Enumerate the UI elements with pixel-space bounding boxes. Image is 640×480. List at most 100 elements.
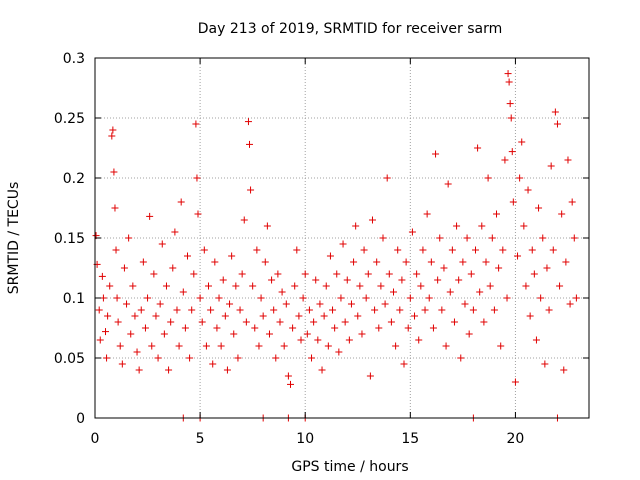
data-point	[350, 258, 358, 266]
data-point	[188, 306, 196, 314]
data-point	[240, 216, 248, 224]
data-point	[282, 300, 290, 308]
data-point	[108, 132, 116, 140]
data-point	[127, 330, 135, 338]
data-point	[572, 294, 580, 302]
data-point	[244, 118, 252, 126]
data-point	[398, 276, 406, 284]
data-point	[505, 78, 513, 86]
data-point	[177, 198, 185, 206]
data-point	[322, 282, 330, 290]
data-point	[205, 282, 213, 290]
data-point	[104, 312, 112, 320]
data-point	[312, 276, 320, 284]
data-point	[381, 300, 389, 308]
data-point	[183, 252, 191, 260]
data-point	[301, 270, 309, 278]
data-point	[192, 120, 200, 128]
data-point	[190, 270, 198, 278]
data-point	[284, 372, 292, 380]
data-point	[171, 228, 179, 236]
data-point	[339, 240, 347, 248]
data-point	[133, 348, 141, 356]
data-point	[356, 282, 364, 290]
data-point	[564, 156, 572, 164]
data-point	[198, 318, 206, 326]
data-point	[508, 148, 516, 156]
data-point	[274, 270, 282, 278]
data-point	[385, 270, 393, 278]
data-point	[556, 282, 564, 290]
data-point	[303, 330, 311, 338]
data-point	[331, 324, 339, 332]
data-point	[549, 246, 557, 254]
data-point	[366, 372, 374, 380]
data-point	[417, 282, 425, 290]
data-point	[135, 366, 143, 374]
data-point	[541, 360, 549, 368]
data-point	[213, 324, 221, 332]
y-tick-label: 0.1	[63, 291, 85, 307]
data-point	[442, 342, 450, 350]
data-point	[518, 138, 526, 146]
data-point	[562, 258, 570, 266]
data-point	[495, 264, 503, 272]
data-point	[419, 246, 427, 254]
data-point	[202, 342, 210, 350]
data-point	[383, 174, 391, 182]
data-point	[320, 312, 328, 320]
data-point	[545, 306, 553, 314]
x-tick-label: 20	[507, 431, 525, 447]
data-point	[352, 222, 360, 230]
data-point	[295, 312, 303, 320]
data-point	[123, 300, 131, 308]
data-point	[511, 378, 519, 386]
data-point	[146, 212, 154, 220]
data-point	[501, 156, 509, 164]
data-point	[493, 210, 501, 218]
data-point	[181, 324, 189, 332]
axis-ticks: 0 5 10 15 20 0 0.05 0.1 0.15 0.2 0.25 0.3	[54, 51, 589, 447]
data-point	[113, 294, 121, 302]
data-point	[471, 246, 479, 254]
data-point	[114, 318, 122, 326]
data-point	[329, 306, 337, 314]
data-point	[375, 324, 383, 332]
data-point	[400, 360, 408, 368]
data-point	[194, 210, 202, 218]
data-point	[553, 120, 561, 128]
data-point	[537, 294, 545, 302]
data-point	[144, 294, 152, 302]
data-points	[92, 70, 580, 388]
data-point	[110, 168, 118, 176]
data-point	[129, 282, 137, 290]
data-point	[404, 324, 412, 332]
data-point	[368, 216, 376, 224]
data-point	[560, 366, 568, 374]
data-point	[392, 342, 400, 350]
data-point	[532, 336, 540, 344]
data-point	[413, 270, 421, 278]
data-point	[450, 318, 458, 326]
data-point	[526, 312, 534, 320]
data-point	[193, 174, 201, 182]
data-point	[169, 264, 177, 272]
data-point	[251, 324, 259, 332]
data-point	[242, 318, 250, 326]
x-tick-label: 10	[296, 431, 314, 447]
data-point	[289, 324, 297, 332]
data-point	[286, 380, 294, 388]
y-tick-label: 0.05	[54, 351, 85, 367]
data-point	[299, 294, 307, 302]
data-point	[432, 150, 440, 158]
data-point	[219, 276, 227, 284]
data-point	[167, 318, 175, 326]
data-point	[341, 318, 349, 326]
data-point	[175, 342, 183, 350]
data-point	[305, 306, 313, 314]
data-point	[310, 318, 318, 326]
data-point	[186, 354, 194, 362]
data-point	[253, 246, 261, 254]
data-point	[490, 306, 498, 314]
data-point	[131, 312, 139, 320]
